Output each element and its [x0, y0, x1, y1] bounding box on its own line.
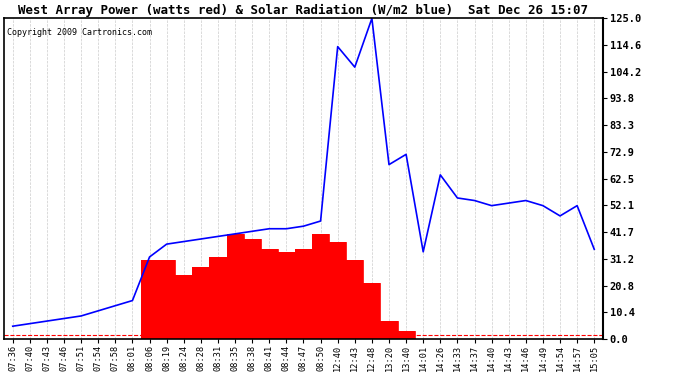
Text: Copyright 2009 Cartronics.com: Copyright 2009 Cartronics.com: [7, 28, 152, 37]
Title: West Array Power (watts red) & Solar Radiation (W/m2 blue)  Sat Dec 26 15:07: West Array Power (watts red) & Solar Rad…: [19, 4, 589, 17]
